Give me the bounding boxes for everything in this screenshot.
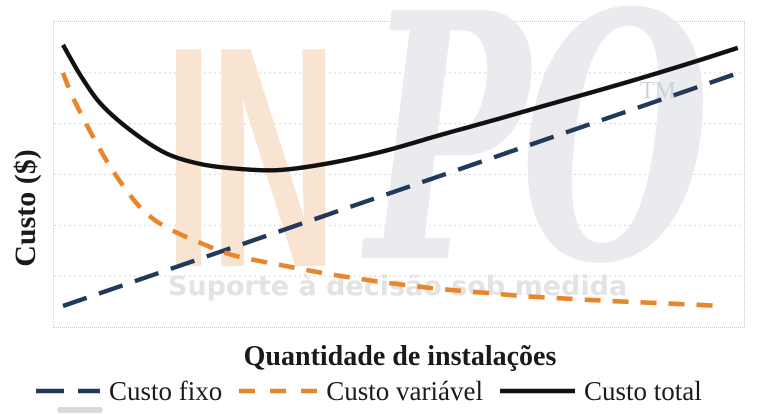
gridlines bbox=[54, 72, 744, 277]
series-lines bbox=[60, 43, 742, 309]
legend-line-custo-variavel-icon bbox=[239, 388, 318, 394]
legend-label-custo-total: Custo total bbox=[583, 375, 702, 406]
legend: Custo fixo Custo variável Custo total bbox=[36, 374, 764, 408]
curve-fixo bbox=[62, 69, 742, 309]
x-axis-title: Quantidade de instalações bbox=[243, 341, 557, 372]
y-axis-title: Custo ($) bbox=[9, 149, 42, 267]
plot-area: IN PO TM Suporte à decisão sob medida bbox=[53, 0, 745, 328]
legend-item-custo-total: Custo total bbox=[499, 375, 702, 407]
curve-variavel bbox=[60, 72, 722, 309]
legend-label-custo-fixo: Custo fixo bbox=[109, 375, 223, 406]
legend-label-custo-variavel: Custo variável bbox=[326, 375, 483, 406]
legend-item-custo-variavel: Custo variável bbox=[239, 376, 483, 407]
curve-total bbox=[61, 43, 739, 173]
legend-item-custo-fixo: Custo fixo bbox=[36, 376, 222, 407]
legend-line-custo-fixo-icon bbox=[36, 388, 100, 394]
cropped-artifact bbox=[57, 407, 103, 413]
legend-line-custo-total-icon bbox=[499, 388, 575, 394]
